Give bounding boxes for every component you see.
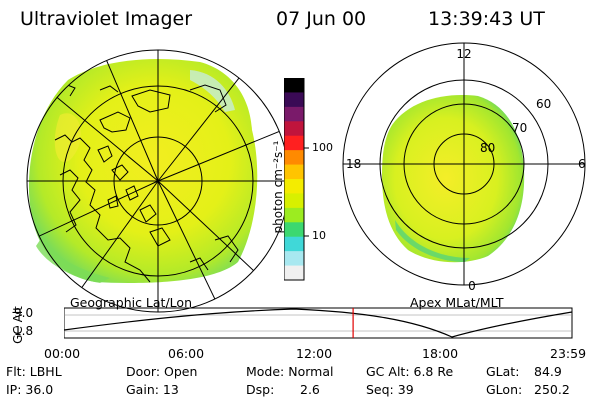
seq-status: Seq: 39 (366, 382, 414, 397)
colorbar-band (284, 222, 304, 238)
instrument-title: Ultraviolet Imager (20, 8, 193, 30)
door-status: Door: Open (126, 364, 198, 379)
colorbar-band (284, 164, 304, 180)
altitude-curve (64, 308, 573, 338)
mlt-label-12: 12 (456, 47, 471, 61)
left-map-caption: Geographic Lat/Lon (70, 295, 192, 310)
mlt-grid (342, 42, 586, 286)
uv-emission-image-right (382, 95, 525, 263)
glat-value: 84.9 (534, 364, 562, 379)
colorbar-band (284, 265, 304, 281)
colorbar-band (284, 135, 304, 151)
mlt-label-0: 0 (468, 279, 476, 293)
altitude-tick-max: 9.0 (14, 306, 34, 320)
colorbar-band (284, 179, 304, 195)
image-date: 07 Jun 00 (276, 8, 367, 30)
altitude-tick-min: 1.8 (14, 324, 34, 338)
mlt-label-6: 6 (578, 157, 586, 171)
dsp-label: Dsp: (246, 382, 275, 397)
mode-status: Mode: Normal (246, 364, 334, 379)
colorbar: 100 10 (284, 78, 333, 281)
filter-status: Flt: LBHL (6, 364, 62, 379)
colorbar-band (284, 193, 304, 209)
colorbar-band (284, 106, 304, 122)
colorbar-band (284, 207, 304, 223)
altitude-xtick-4: 23:59 (550, 346, 587, 361)
altitude-plot (64, 307, 573, 339)
mlat-label-60: 60 (536, 97, 551, 111)
dsp-value: 2.6 (300, 382, 320, 397)
ip-status: IP: 36.0 (6, 382, 54, 397)
colorbar-band (284, 251, 304, 267)
altitude-xtick-1: 06:00 (168, 346, 205, 361)
altitude-xtick-2: 12:00 (296, 346, 333, 361)
glon-value: 250.2 (534, 382, 570, 397)
colorbar-band (284, 121, 304, 137)
mlt-labels: 12 18 6 0 60 70 80 (346, 47, 586, 293)
altitude-xtick-3: 18:00 (422, 346, 459, 361)
mlt-label-18: 18 (346, 157, 361, 171)
colorbar-units-label: photon cm⁻²s⁻¹ (271, 140, 285, 234)
gc-alt-status: GC Alt: 6.8 Re (366, 364, 454, 379)
mlat-label-70: 70 (512, 121, 527, 135)
colorbar-band (284, 236, 304, 252)
right-map-caption: Apex MLat/MLT (410, 295, 504, 310)
image-time: 13:39:43 UT (428, 8, 545, 30)
colorbar-tick-100: 100 (312, 141, 333, 154)
glon-label: GLon: (486, 382, 523, 397)
gain-status: Gain: 13 (126, 382, 179, 397)
colorbar-band (284, 92, 304, 108)
glat-label: GLat: (486, 364, 520, 379)
altitude-xtick-0: 00:00 (44, 346, 81, 361)
mlat-label-80: 80 (480, 141, 495, 155)
colorbar-band (284, 78, 304, 94)
colorbar-tick-10: 10 (312, 229, 326, 242)
colorbar-band (284, 150, 304, 166)
